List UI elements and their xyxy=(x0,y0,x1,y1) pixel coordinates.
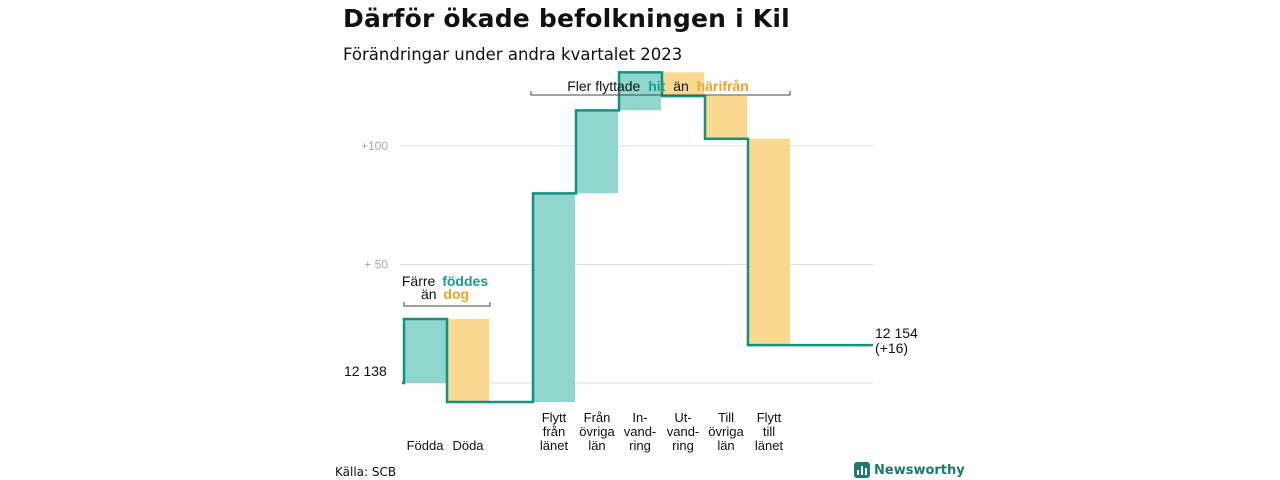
waterfall-bar-8 xyxy=(748,138,790,346)
annotation-top-harifran: härifrån xyxy=(697,78,749,94)
x-category-label: Döda xyxy=(452,438,484,453)
x-category-label: övriga xyxy=(579,424,615,439)
x-category-label: länet xyxy=(755,438,784,453)
waterfall-bar-5 xyxy=(619,72,661,111)
x-category-label: till xyxy=(763,424,775,439)
x-category-label: Till xyxy=(718,410,734,425)
annotation-left-bracket xyxy=(403,302,491,307)
waterfall-bar-7 xyxy=(705,96,747,139)
end-value-label: 12 154 (+16) xyxy=(875,325,922,356)
x-category-label: vand- xyxy=(624,424,657,439)
annotation-top-bracket xyxy=(530,91,791,96)
annotation-top-hit: hit xyxy=(648,78,665,94)
x-category-label: Flytt xyxy=(757,410,782,425)
cumulative-step-line xyxy=(402,71,873,404)
bar-chart-logo-icon xyxy=(854,462,870,478)
x-category-label: län xyxy=(588,438,605,453)
y-tick-label: +100 xyxy=(361,139,388,153)
annotation-left-line2: än dog xyxy=(421,286,469,302)
waterfall-bar-6 xyxy=(662,72,704,97)
x-category-label: län xyxy=(717,438,734,453)
annotation-top: Fler flyttade hit än härifrån xyxy=(567,78,749,94)
chart-title: Därför ökade befolkningen i Kil xyxy=(343,4,790,33)
x-category-label: Flytt xyxy=(542,410,567,425)
waterfall-bar-4 xyxy=(576,110,618,194)
brand-logo: Newsworthy xyxy=(854,462,965,478)
x-category-label: övriga xyxy=(708,424,744,439)
annotation-top-before: Fler flyttade xyxy=(567,78,640,94)
annotation-top-middle: än xyxy=(673,78,689,94)
x-category-label: länet xyxy=(540,438,569,453)
brand-name: Newsworthy xyxy=(874,462,965,478)
y-tick-label: + 50 xyxy=(364,257,388,271)
x-category-label: Födda xyxy=(407,438,445,453)
x-category-label: Ut- xyxy=(674,410,691,425)
x-category-label: vand- xyxy=(667,424,700,439)
waterfall-bar-2 xyxy=(447,319,489,402)
waterfall-bar-1 xyxy=(404,319,446,384)
x-category-label: från xyxy=(543,424,565,439)
source-note: Källa: SCB xyxy=(335,465,397,479)
start-value-label: 12 138 xyxy=(344,363,387,379)
annotation-left-line1: Färre föddes xyxy=(402,273,488,289)
x-category-label: ring xyxy=(672,438,694,453)
chart-subtitle: Förändringar under andra kvartalet 2023 xyxy=(343,45,683,64)
waterfall-bar-3 xyxy=(533,193,575,402)
x-category-label: In- xyxy=(632,410,647,425)
x-category-label: Från xyxy=(584,410,611,425)
x-category-label: ring xyxy=(629,438,651,453)
